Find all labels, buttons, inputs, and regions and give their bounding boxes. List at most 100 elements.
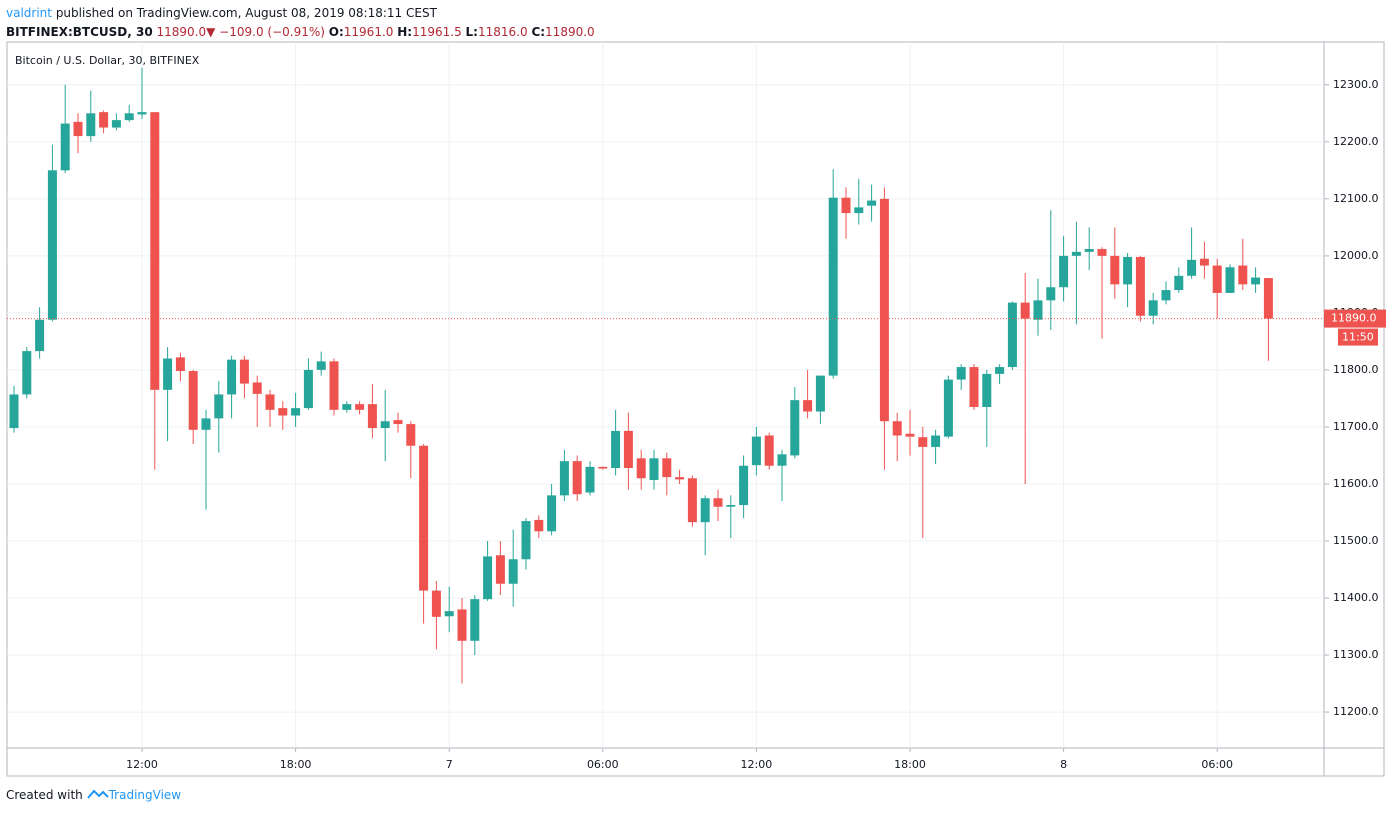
- candle-body: [1059, 255, 1069, 288]
- candle-body: [444, 611, 454, 617]
- candle-body: [188, 371, 198, 430]
- candle-body: [252, 382, 262, 394]
- frame: [6, 41, 1385, 777]
- candle-body: [1263, 278, 1273, 319]
- candle-body: [534, 519, 544, 532]
- candle-body: [662, 458, 672, 478]
- candle-body: [99, 112, 109, 128]
- grid: [7, 42, 1324, 748]
- candle-body: [495, 555, 505, 584]
- y-tick-label: 11300.0: [1333, 648, 1379, 661]
- logo: [86, 789, 109, 799]
- y-tick-label: 12100.0: [1333, 192, 1379, 205]
- l-label: L:: [465, 25, 478, 39]
- candle-body: [700, 498, 710, 523]
- candle-body: [1007, 302, 1017, 368]
- y-tick-label: 12000.0: [1333, 249, 1379, 262]
- candle-body: [559, 461, 569, 496]
- candle-body: [22, 351, 32, 395]
- last-price-label: 11890.0: [1331, 312, 1377, 325]
- candle-body: [329, 361, 339, 410]
- candle-body: [137, 112, 147, 115]
- candle-body: [342, 404, 352, 410]
- c: 11890.0: [545, 25, 595, 39]
- candle-body: [124, 113, 134, 121]
- candle-body: [111, 120, 121, 128]
- candle-body: [367, 404, 377, 429]
- candle-body: [854, 207, 864, 214]
- candle-body: [291, 408, 301, 416]
- countdown-label: 11:50: [1342, 331, 1374, 344]
- author[interactable]: valdrint: [6, 6, 52, 20]
- footer: Created with TradingView: [6, 787, 181, 802]
- x-tick-label: 06:00: [587, 758, 619, 771]
- candle-body: [431, 590, 441, 617]
- candle-body: [598, 466, 608, 469]
- candle-body: [931, 435, 941, 447]
- brand[interactable]: TradingView: [108, 788, 182, 802]
- y-tick-label: 12200.0: [1333, 135, 1379, 148]
- x-tick-label: 12:00: [126, 758, 158, 771]
- last: 11890.0: [156, 25, 207, 39]
- x-tick-label: 12:00: [741, 758, 773, 771]
- l: 11816.0: [477, 25, 528, 39]
- candle-body: [60, 123, 70, 171]
- candle-body: [35, 319, 45, 352]
- countdown-tag: [1338, 328, 1378, 346]
- candle-body: [1033, 300, 1043, 320]
- candle-body: [175, 357, 185, 372]
- candle-body: [713, 498, 723, 507]
- candle-body: [815, 375, 825, 412]
- candle-body: [918, 437, 928, 447]
- candle-body: [1071, 251, 1081, 256]
- o-label: O:: [328, 25, 344, 39]
- candle-body: [521, 521, 531, 560]
- candle-body: [380, 421, 390, 429]
- candle-body: [1187, 259, 1197, 276]
- x-tick-label: 18:00: [280, 758, 312, 771]
- candle-body: [892, 421, 902, 436]
- candle-body: [905, 433, 915, 437]
- y-tick-label: 11500.0: [1333, 534, 1379, 547]
- candle-body: [879, 198, 889, 422]
- candle-body: [303, 369, 313, 409]
- created: Created with: [6, 788, 83, 802]
- candle-body: [751, 436, 761, 466]
- last-price-tag: [1324, 309, 1386, 328]
- header: valdrint published on TradingView.com, A…: [6, 4, 595, 42]
- candle-body: [649, 458, 659, 480]
- candle-body: [764, 435, 774, 466]
- candle-body: [1046, 287, 1056, 301]
- candle-body: [508, 559, 518, 584]
- candle-body: [1199, 258, 1209, 266]
- candle-body: [9, 394, 19, 429]
- candle-body: [943, 379, 953, 437]
- candle-body: [1212, 265, 1222, 293]
- candle-body: [406, 424, 416, 446]
- candle-body: [316, 361, 326, 370]
- y-tick-label: 12300.0: [1333, 78, 1379, 91]
- h-label: H:: [397, 25, 413, 39]
- candle-body: [777, 454, 787, 466]
- candle-body: [1148, 300, 1158, 316]
- candle-body: [1161, 290, 1171, 301]
- x-tick-label: 18:00: [894, 758, 926, 771]
- candle-body: [163, 358, 173, 390]
- candle-body: [470, 599, 480, 641]
- x-tick-label: 8: [1060, 758, 1067, 771]
- candle-body: [675, 477, 685, 480]
- y-tick-label: 11200.0: [1333, 705, 1379, 718]
- candle-body: [278, 408, 288, 416]
- candle-body: [393, 420, 403, 425]
- candle-body: [956, 367, 966, 380]
- published: published on TradingView.com, August 08,…: [55, 6, 437, 20]
- y-tick-label: 11800.0: [1333, 363, 1379, 376]
- candle-body: [419, 445, 429, 591]
- c-label: C:: [531, 25, 546, 39]
- candle-body: [726, 505, 736, 507]
- candle-body: [828, 197, 838, 376]
- change: −109.0 (−0.91%): [219, 25, 325, 39]
- candle-body: [1251, 277, 1261, 285]
- candle-body: [1174, 275, 1184, 291]
